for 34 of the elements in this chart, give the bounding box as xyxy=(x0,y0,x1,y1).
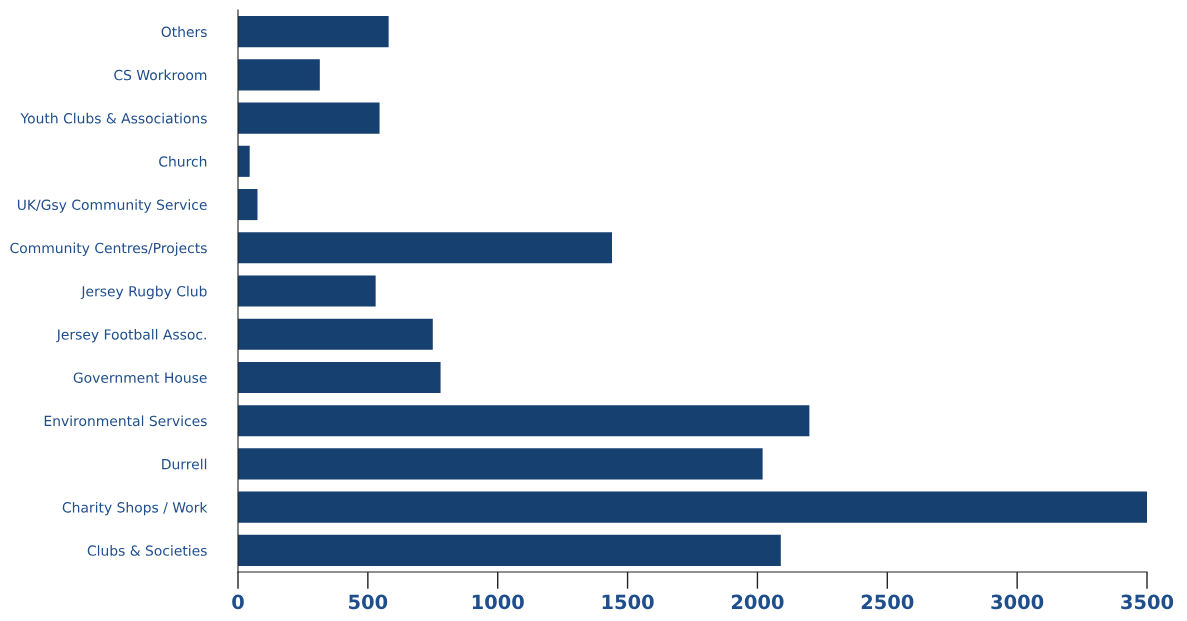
y-tick-label: Clubs & Societies xyxy=(87,545,207,556)
x-tick-label: 1500 xyxy=(602,594,654,610)
x-tick-label: 2500 xyxy=(861,594,914,610)
y-tick-label: Government House xyxy=(73,372,207,383)
bar xyxy=(238,405,810,437)
x-tick-label: 3000 xyxy=(991,594,1044,610)
x-tick-label: 1000 xyxy=(472,594,524,610)
y-tick-label: Durrell xyxy=(162,458,207,470)
y-tick-label: Church xyxy=(159,156,207,167)
y-tick-label: Jersey Football Assoc. xyxy=(56,328,206,343)
y-tick-label: Community Centres/Projects xyxy=(10,242,207,256)
y-tick-label: Others xyxy=(161,26,207,38)
bar xyxy=(238,188,258,221)
bar xyxy=(238,491,1147,523)
bar xyxy=(238,102,380,134)
bar xyxy=(238,145,250,177)
x-tick-label: 0 xyxy=(232,594,244,610)
bar xyxy=(238,318,433,350)
y-tick-label: Charity Shops / Work xyxy=(62,501,208,516)
bar xyxy=(238,59,320,91)
y-tick-label: CS Workroom xyxy=(114,69,207,81)
bar xyxy=(238,16,389,48)
bar xyxy=(238,361,441,394)
bar xyxy=(238,275,376,307)
y-tick-label: Jersey Rugby Club xyxy=(80,285,207,300)
x-tick-label: 3500 xyxy=(1121,594,1174,610)
bar xyxy=(238,448,763,480)
bar xyxy=(238,232,612,264)
bar xyxy=(238,534,781,566)
x-tick-label: 500 xyxy=(349,594,388,610)
y-tick-label: Environmental Services xyxy=(44,415,207,427)
y-tick-label: UK/Gsy Community Service xyxy=(17,199,207,213)
y-tick-label: Youth Clubs & Associations xyxy=(20,112,207,124)
x-tick-label: 2000 xyxy=(731,594,784,610)
